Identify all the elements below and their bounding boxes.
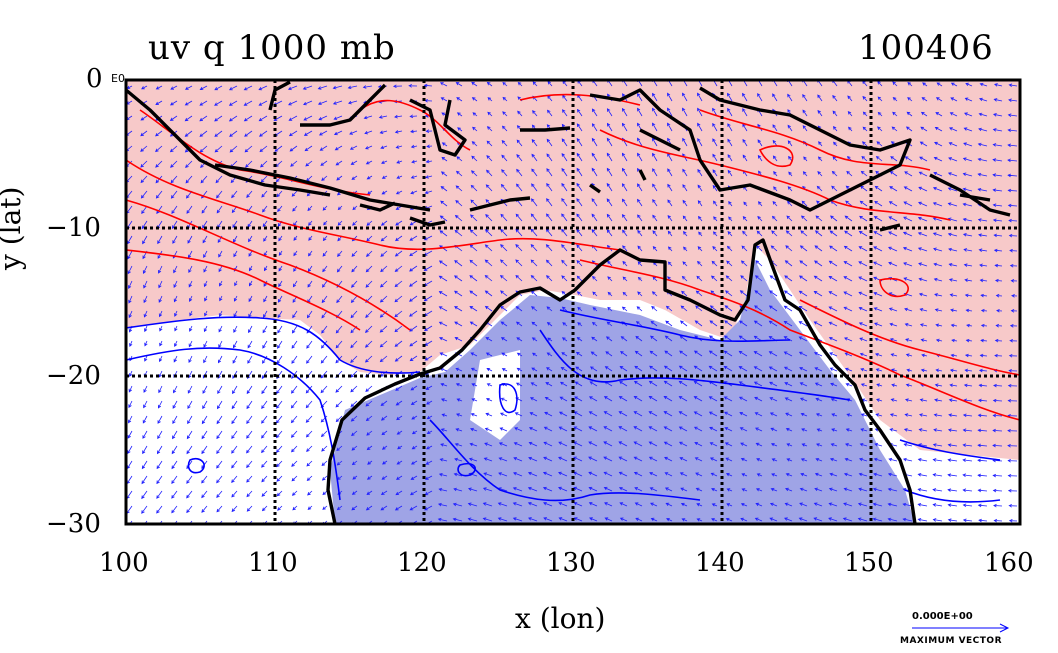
date-label: 100406 — [858, 28, 994, 68]
y-tick-minus30: −30 — [46, 509, 101, 539]
wind-vectors — [126, 80, 1018, 524]
scale-vector-head — [999, 623, 1010, 633]
corner-exponent: E0 — [111, 72, 125, 85]
map-frame — [124, 78, 1022, 526]
grid-lines — [126, 80, 1020, 524]
y-tick-0: 0 — [86, 64, 103, 94]
x-tick-150: 150 — [844, 548, 894, 578]
positive-contours — [126, 93, 1020, 421]
coastlines — [126, 80, 1011, 524]
white-pocket — [470, 350, 520, 440]
x-tick-100: 100 — [99, 548, 149, 578]
x-tick-130: 130 — [546, 548, 596, 578]
vector-scale-value: 0.000E+00 — [912, 611, 973, 622]
y-axis-title: y (lat) — [0, 186, 27, 270]
x-tick-160: 160 — [984, 548, 1034, 578]
y-tick-minus20: −20 — [46, 361, 101, 391]
y-tick-minus10: −10 — [46, 213, 101, 243]
x-tick-120: 120 — [397, 548, 447, 578]
x-tick-140: 140 — [695, 548, 745, 578]
wind-vector-field — [126, 80, 1018, 524]
plot-title: uv q 1000 mb — [148, 28, 396, 68]
negative-shading — [330, 260, 915, 524]
x-axis-title: x (lon) — [515, 602, 606, 635]
vector-scale-caption: MAXIMUM VECTOR — [900, 636, 1003, 646]
x-tick-110: 110 — [248, 548, 298, 578]
